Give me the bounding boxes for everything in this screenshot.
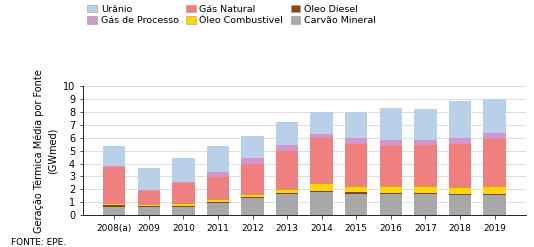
Bar (241, 198, 264, 215)
Bar (449, 144, 472, 188)
Bar (172, 183, 194, 204)
Bar (449, 195, 472, 215)
Bar (414, 109, 437, 140)
Bar (103, 206, 125, 215)
Bar (103, 204, 125, 205)
Bar (137, 191, 160, 205)
Bar (241, 195, 264, 197)
Bar (241, 136, 264, 158)
Bar (449, 188, 472, 194)
Bar (137, 206, 160, 207)
Bar (103, 205, 125, 206)
Bar (276, 190, 299, 193)
Bar (345, 192, 367, 194)
Bar (207, 146, 229, 172)
Bar (172, 158, 194, 182)
Bar (310, 139, 333, 184)
Bar (172, 182, 194, 183)
Bar (414, 187, 437, 193)
Bar (207, 172, 229, 177)
Bar (276, 193, 299, 194)
Bar (310, 112, 333, 134)
Bar (345, 112, 367, 139)
Bar (414, 193, 437, 194)
Bar (137, 168, 160, 190)
Bar (241, 158, 264, 164)
Bar (276, 123, 299, 145)
Text: FONTE: EPE.: FONTE: EPE. (11, 238, 66, 247)
Bar (276, 194, 299, 215)
Bar (483, 99, 506, 133)
Bar (137, 190, 160, 191)
Bar (483, 187, 506, 194)
Bar (380, 187, 402, 193)
Bar (276, 145, 299, 151)
Bar (483, 133, 506, 139)
Bar (207, 203, 229, 215)
Bar (414, 145, 437, 187)
Bar (483, 194, 506, 195)
Bar (380, 140, 402, 145)
Bar (449, 139, 472, 144)
Bar (103, 146, 125, 166)
Bar (380, 194, 402, 215)
Bar (380, 145, 402, 187)
Bar (103, 167, 125, 204)
Bar (380, 108, 402, 140)
Bar (380, 193, 402, 194)
Bar (345, 194, 367, 215)
Bar (310, 192, 333, 215)
Bar (310, 184, 333, 191)
Bar (345, 139, 367, 144)
Bar (414, 140, 437, 145)
Bar (310, 191, 333, 192)
Bar (483, 139, 506, 187)
Bar (207, 202, 229, 203)
Bar (137, 207, 160, 215)
Bar (172, 204, 194, 206)
Legend: Urânio, Gás de Processo, Gás Natural, Óleo Combustivel, Óleo Diesel, Carvão Mine: Urânio, Gás de Processo, Gás Natural, Ól… (88, 5, 376, 25)
Bar (483, 195, 506, 215)
Bar (137, 205, 160, 206)
Bar (103, 166, 125, 167)
Bar (345, 144, 367, 187)
Bar (345, 187, 367, 192)
Bar (207, 177, 229, 200)
Bar (449, 194, 472, 195)
Bar (241, 164, 264, 195)
Bar (172, 206, 194, 215)
Bar (276, 151, 299, 190)
Bar (207, 200, 229, 202)
Bar (310, 134, 333, 139)
Bar (241, 197, 264, 198)
Y-axis label: Geração Térmica Média por Fonte
(GWmed): Geração Térmica Média por Fonte (GWmed) (34, 69, 57, 232)
Bar (414, 194, 437, 215)
Bar (449, 101, 472, 139)
